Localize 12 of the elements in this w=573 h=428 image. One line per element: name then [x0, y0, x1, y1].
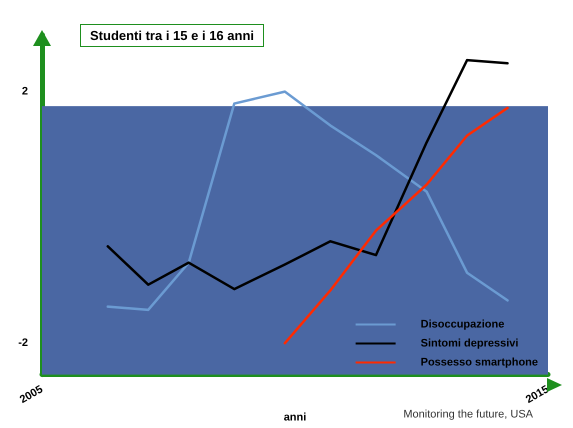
legend-label: Disoccupazione	[420, 318, 504, 330]
legend-label: Possesso smartphone	[420, 356, 538, 368]
line-series	[106, 58, 509, 290]
legend-label: Sintomi depressivi	[420, 338, 518, 350]
text: Monitoring the future, USA	[403, 408, 534, 420]
y-tick-label: -2	[18, 337, 28, 350]
x-axis-title: anni	[284, 412, 306, 424]
x-tick-label: 2005	[18, 383, 45, 406]
x-tick-label: 2015	[524, 383, 551, 406]
y-tick-label: 2	[22, 86, 28, 98]
chart-title: Studenti tra i 15 e i 16 anni	[90, 28, 254, 43]
line-series	[106, 90, 509, 312]
